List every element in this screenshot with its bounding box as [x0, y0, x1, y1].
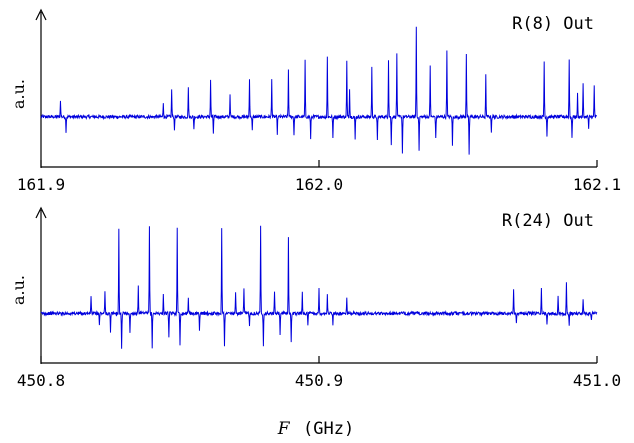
x-tick-label-0: 161.9 — [17, 175, 65, 194]
x-axis-label-unit: (GHz) — [303, 419, 354, 439]
y-axis-arrow — [35, 206, 47, 219]
x-tick-label-1: 450.9 — [295, 371, 343, 390]
panel-annotation: R(8) Out — [512, 14, 594, 34]
y-axis-label: a.u. — [9, 275, 28, 305]
panel-r24: 450.8 450.9 451.0 a.u. R(24) Out — [9, 206, 621, 390]
x-axis-label: F (GHz) — [277, 419, 354, 439]
panel-r8: 161.9 162.0 162.1 a.u. R(8) Out — [9, 8, 621, 194]
y-axis-arrow — [35, 8, 47, 21]
spectrum-trace — [40, 26, 598, 155]
x-tick-label-0: 450.8 — [17, 371, 65, 390]
svg-text:F (GHz): F (GHz) — [277, 419, 354, 439]
panel-annotation: R(24) Out — [502, 211, 594, 231]
x-tick-label-2: 162.1 — [573, 175, 621, 194]
x-axis-label-variable: F — [277, 419, 291, 439]
x-tick-label-2: 451.0 — [573, 371, 621, 390]
y-axis-label: a.u. — [9, 79, 28, 109]
x-tick-label-1: 162.0 — [295, 175, 343, 194]
spectrum-trace — [40, 225, 598, 349]
